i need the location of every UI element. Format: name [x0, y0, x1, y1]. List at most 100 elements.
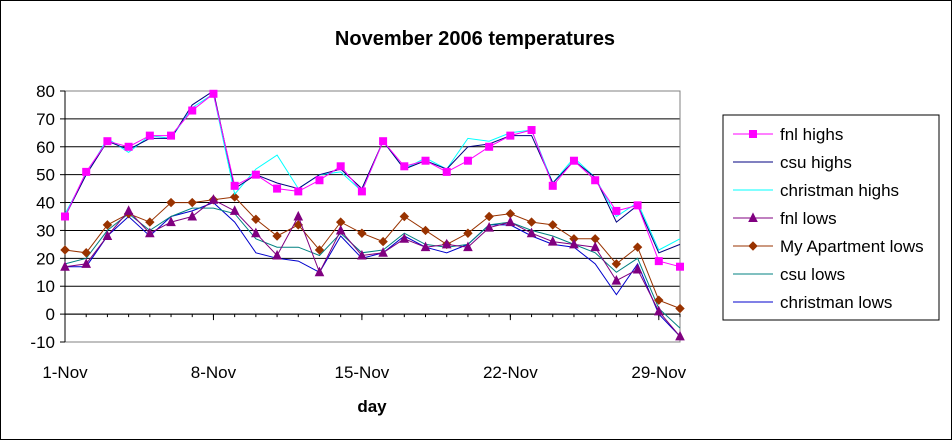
data-point: [505, 216, 516, 227]
data-point: [463, 228, 473, 238]
data-point: [123, 205, 134, 215]
data-point: [420, 225, 431, 236]
data-point: [251, 214, 261, 224]
legend-swatch-marker: [748, 241, 758, 251]
data-point: [103, 137, 112, 146]
series-group: [60, 89, 685, 341]
data-point: [357, 228, 367, 238]
data-point: [548, 181, 557, 190]
data-point: [229, 192, 240, 202]
data-point: [420, 241, 431, 252]
x-tick-label: 8-Nov: [191, 363, 237, 382]
chart-title: November 2006 temperatures: [335, 28, 615, 50]
data-point: [145, 131, 154, 140]
y-tick-label: 20: [36, 249, 55, 268]
data-point: [273, 184, 282, 193]
data-point: [357, 249, 367, 260]
data-point: [526, 217, 537, 227]
data-point: [251, 170, 260, 179]
y-tick-label: -10: [30, 333, 55, 352]
data-point: [82, 167, 91, 176]
data-point: [591, 176, 600, 185]
data-point: [124, 142, 133, 151]
legend-swatch-marker: [748, 212, 758, 222]
data-point: [357, 187, 366, 196]
y-tick-label: 40: [36, 194, 55, 213]
y-tick-label: 10: [36, 277, 55, 296]
data-point: [611, 275, 622, 285]
series-csu-lows: [64, 207, 681, 329]
data-point: [399, 233, 410, 243]
series-line: [64, 92, 681, 268]
legend-label: christman highs: [780, 181, 899, 200]
series-line: [64, 196, 681, 309]
series-line: [64, 199, 681, 337]
data-point: [484, 222, 494, 232]
data-point: [378, 247, 388, 257]
data-point: [209, 89, 218, 98]
data-point: [102, 220, 113, 230]
legend-item: csu lows: [733, 265, 845, 284]
legend-label: csu highs: [780, 153, 852, 172]
data-point: [229, 205, 240, 215]
legend-label: christman lows: [780, 293, 892, 312]
legend-label: fnl highs: [780, 125, 843, 144]
data-point: [590, 241, 600, 252]
data-point: [506, 131, 515, 140]
data-point: [400, 162, 409, 171]
data-point: [60, 245, 70, 255]
plot-area: [64, 90, 681, 343]
data-point: [145, 227, 155, 238]
x-tick-label: 29-Nov: [631, 363, 686, 382]
data-point: [485, 142, 494, 151]
series-christman-lows: [65, 202, 681, 337]
data-point: [294, 187, 303, 196]
x-tick-label: 15-Nov: [334, 363, 389, 382]
data-point: [272, 231, 282, 241]
data-point: [612, 206, 621, 215]
legend-label: fnl lows: [780, 209, 837, 228]
data-point: [187, 197, 197, 208]
legend-swatch-marker: [749, 130, 757, 138]
data-point: [569, 238, 579, 249]
legend-entries: fnl highs csu highs christman highs fnl low…: [733, 125, 924, 312]
data-point: [61, 212, 69, 221]
data-point: [569, 156, 578, 165]
data-point: [441, 238, 452, 249]
data-point: [463, 156, 472, 165]
data-point: [633, 201, 642, 210]
legend-label: csu lows: [780, 265, 845, 284]
data-point: [315, 176, 324, 185]
data-point: [60, 261, 70, 271]
data-point: [81, 258, 92, 268]
data-point: [632, 263, 643, 274]
legend-item: fnl highs: [733, 125, 843, 144]
data-point: [675, 303, 685, 314]
y-tick-label: 60: [36, 138, 55, 157]
data-point: [188, 106, 197, 115]
data-point: [314, 266, 325, 277]
data-point: [526, 227, 537, 238]
legend: fnl highs csu highs christman highs fnl low…: [722, 114, 940, 321]
data-point: [675, 330, 685, 341]
data-point: [379, 137, 388, 146]
gridlines: [65, 90, 680, 343]
data-point: [335, 224, 346, 235]
x-tick-label: 22-Nov: [483, 363, 538, 382]
data-point: [611, 259, 622, 269]
series-fnl-lows: [60, 194, 685, 341]
data-point: [399, 211, 410, 222]
data-point: [272, 249, 282, 260]
data-point: [208, 194, 219, 204]
legend-item: My Apartment lows: [733, 237, 924, 256]
data-point: [654, 295, 664, 305]
y-tick-label: 70: [36, 110, 55, 129]
series-line: [65, 202, 681, 337]
y-axis: -10 0 10 20 30 40 50 60 70 80: [30, 82, 66, 352]
data-point: [527, 126, 536, 135]
data-point: [421, 156, 430, 165]
x-axis-title: day: [357, 397, 387, 416]
data-point: [463, 241, 473, 252]
data-point: [314, 245, 325, 255]
